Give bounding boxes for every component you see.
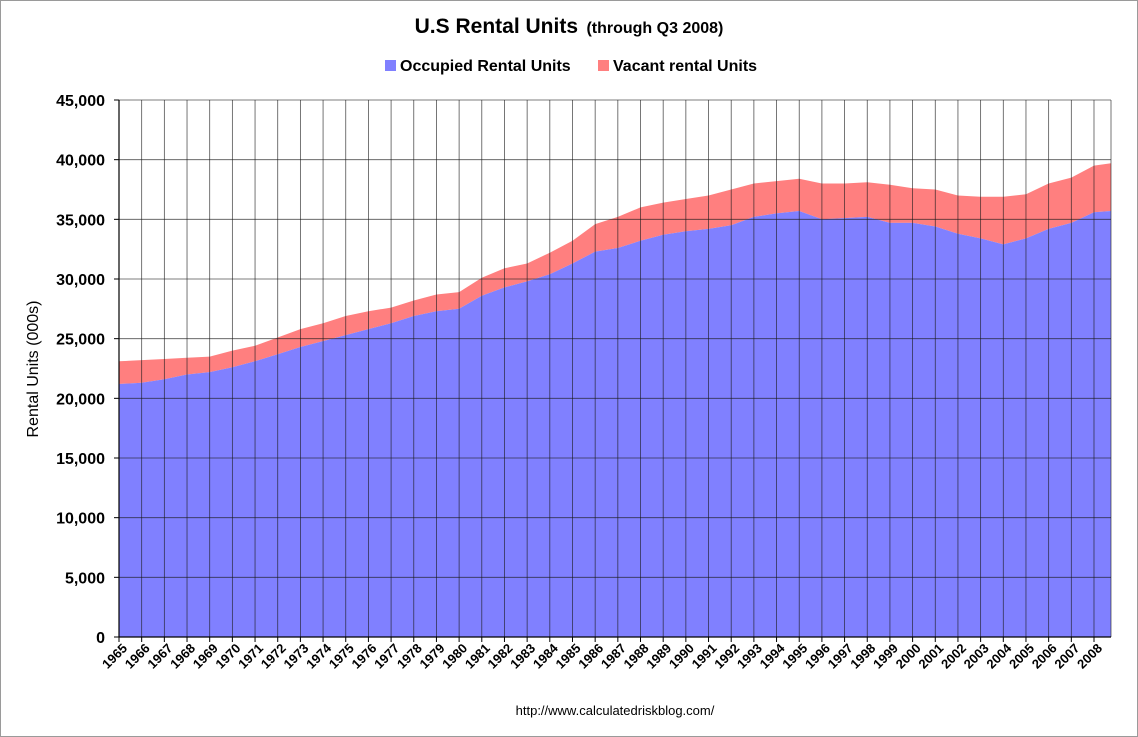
legend-swatch-vacant xyxy=(598,60,609,71)
y-tick-label: 35,000 xyxy=(56,212,105,229)
chart-title-main: U.S Rental Units xyxy=(415,15,578,38)
legend: Occupied Rental Units Vacant rental Unit… xyxy=(385,58,757,75)
y-tick-label: 45,000 xyxy=(56,93,105,110)
y-axis-label: Rental Units (000s) xyxy=(25,301,42,438)
source-url: http://www.calculatedriskblog.com/ xyxy=(516,703,715,718)
legend-swatch-occupied xyxy=(385,60,396,71)
series-occupied-area xyxy=(119,211,1111,637)
chart-subtitle: (through Q3 2008) xyxy=(586,20,723,37)
x-tick-label: 2008 xyxy=(1074,641,1105,672)
series-vacant-area xyxy=(119,163,1111,384)
y-tick-label: 40,000 xyxy=(56,153,105,170)
y-tick-label: 30,000 xyxy=(56,272,105,289)
y-tick-label: 15,000 xyxy=(56,451,105,468)
y-tick-label: 25,000 xyxy=(56,332,105,349)
y-tick-label: 5,000 xyxy=(65,570,105,587)
legend-label-vacant: Vacant rental Units xyxy=(613,58,757,75)
plot-area: 0 5,000 10,000 15,000 20,000 25,000 30,000 35,0… xyxy=(56,93,1112,672)
y-tick-label: 0 xyxy=(96,630,105,647)
legend-label-occupied: Occupied Rental Units xyxy=(400,58,571,75)
y-tick-label: 20,000 xyxy=(56,391,105,408)
chart-title: U.S Rental Units (through Q3 2008) xyxy=(415,15,724,38)
y-tick-label: 10,000 xyxy=(56,511,105,528)
